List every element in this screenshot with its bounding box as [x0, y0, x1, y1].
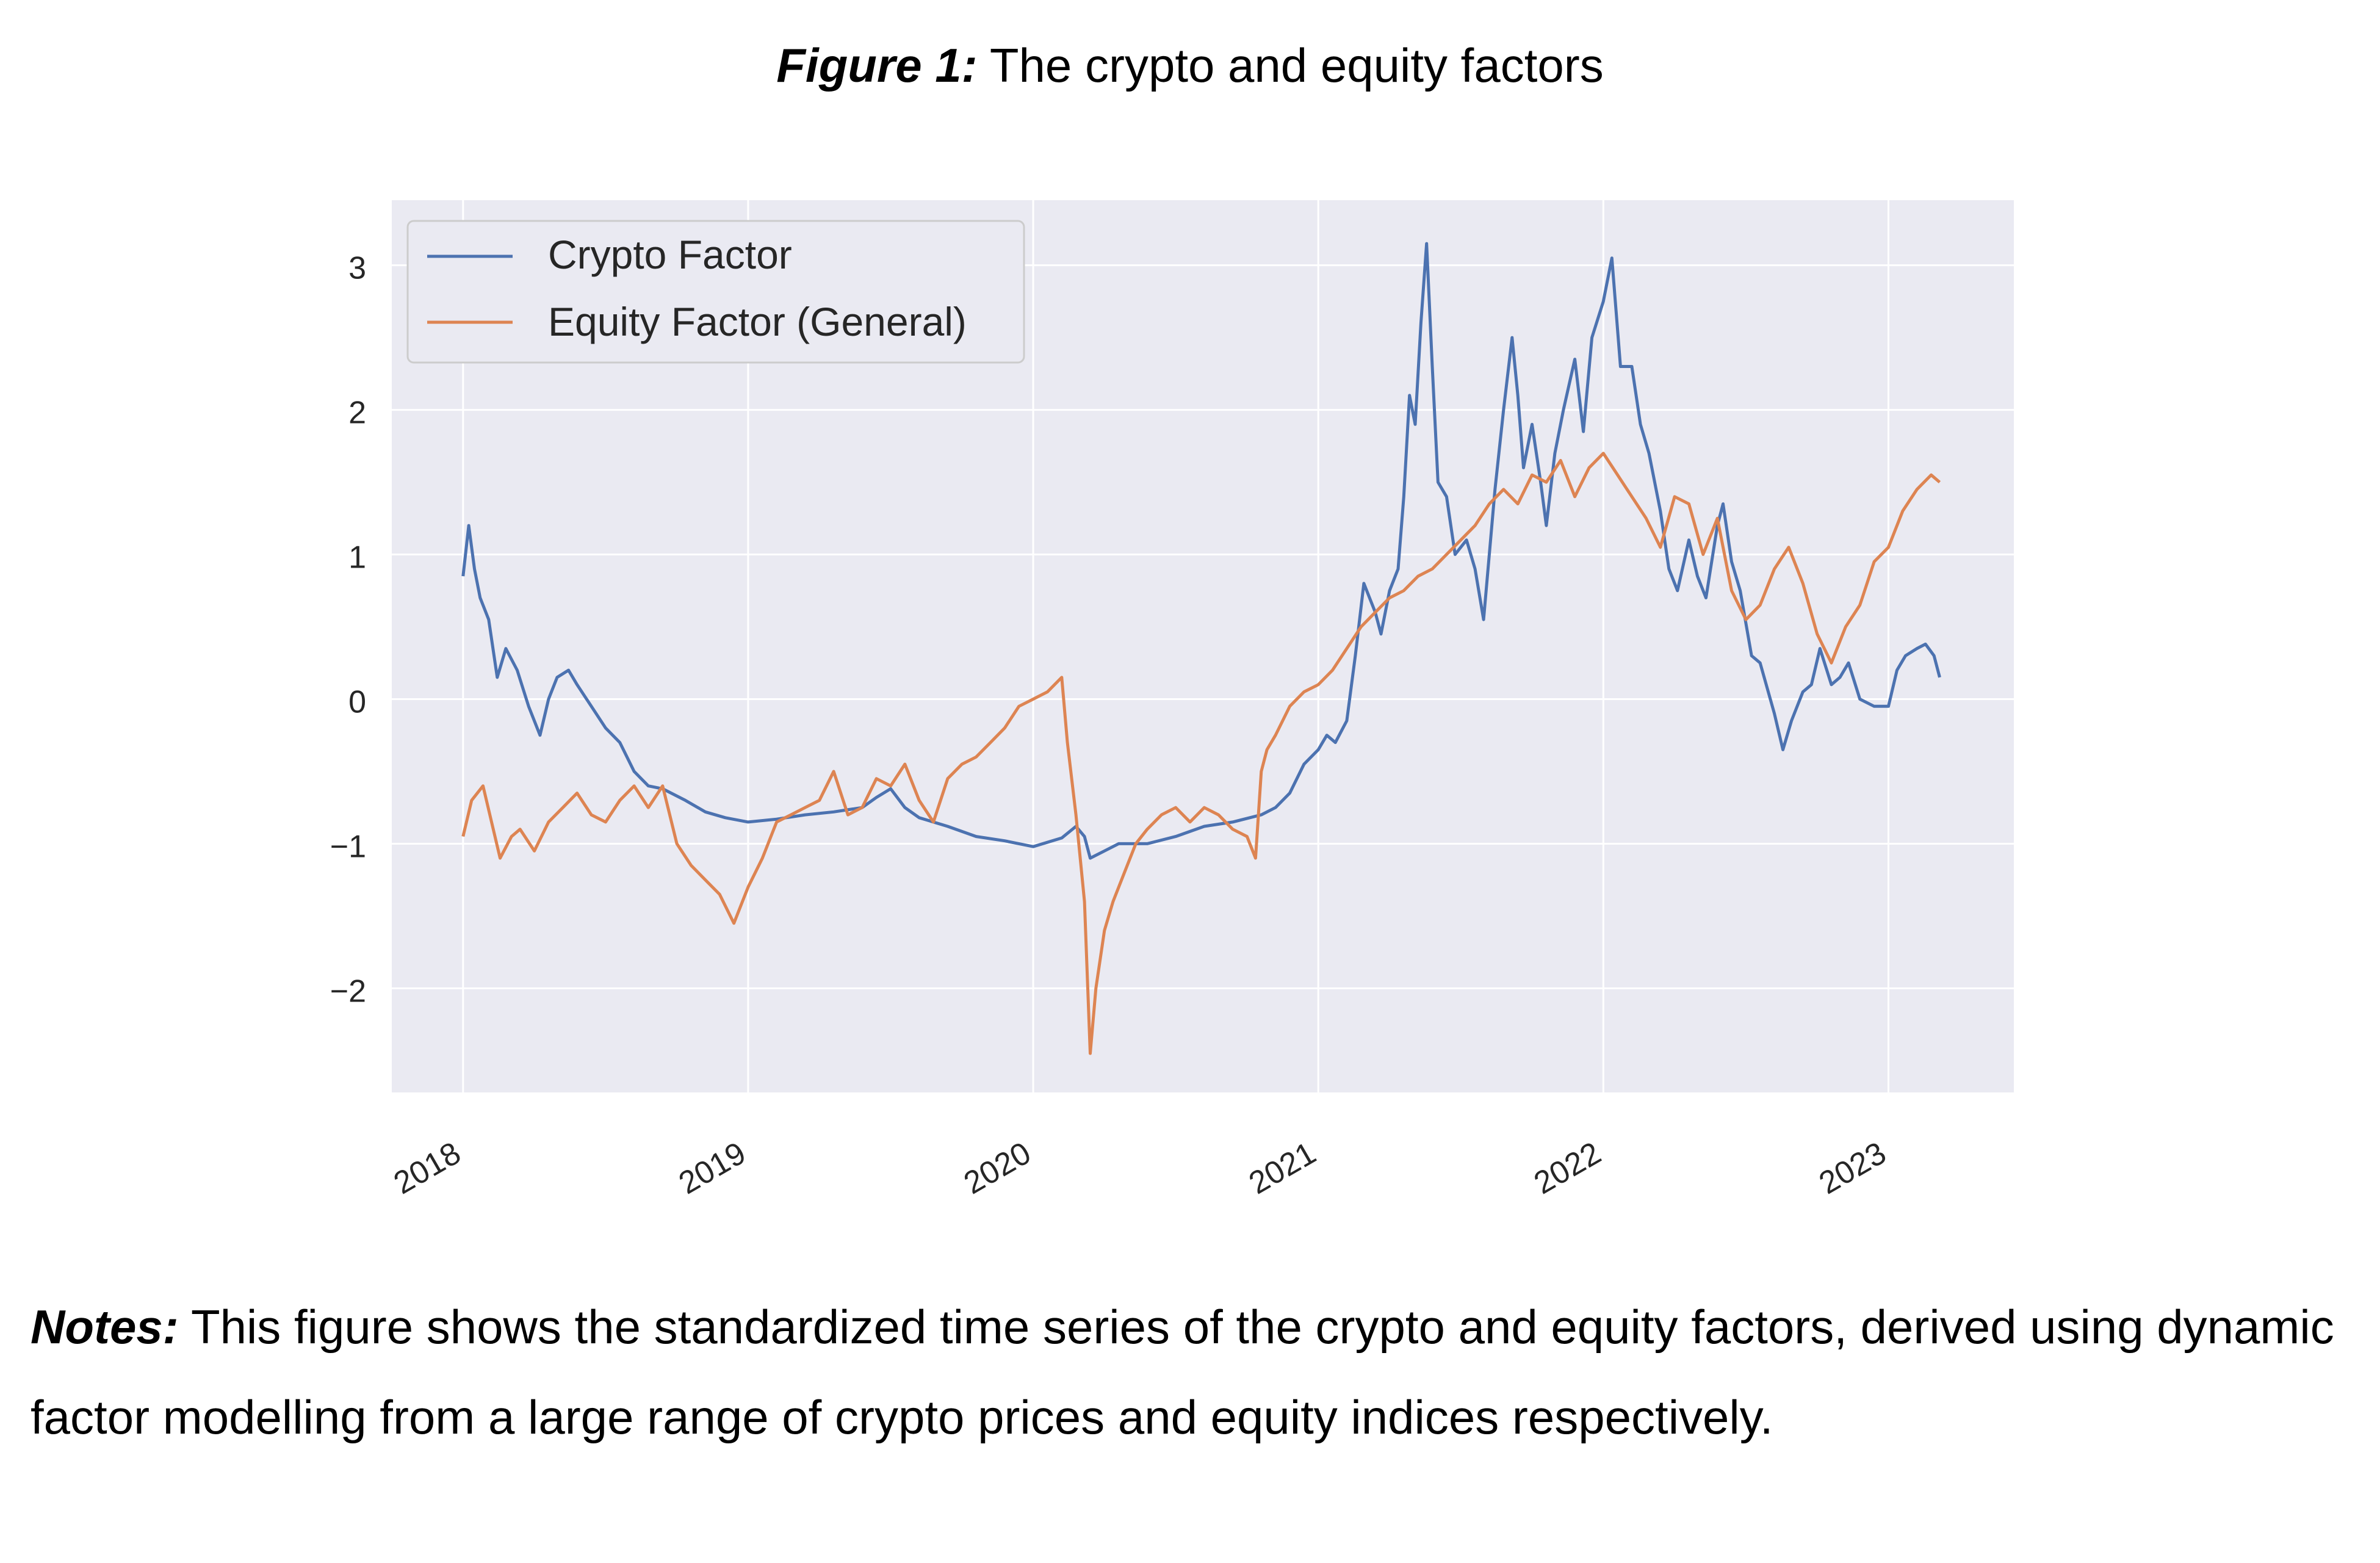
figure-notes: Notes: This figure shows the standardize…: [31, 1282, 2337, 1462]
y-tick-label: 1: [348, 540, 366, 576]
y-tick-labels: −2 −1 0 1 2 3: [330, 251, 366, 1009]
notes-lead: Notes:: [31, 1300, 179, 1354]
y-tick-label: −2: [330, 973, 366, 1009]
x-tick-labels: 2018 2019 2020 2021 2022 2023: [388, 1135, 1892, 1201]
y-tick-label: 2: [348, 395, 366, 431]
x-tick-label: 2018: [388, 1135, 467, 1201]
x-tick-label: 2019: [673, 1135, 752, 1201]
equity-factor-line: [461, 452, 1941, 1055]
notes-text: This figure shows the standardized time …: [31, 1300, 2334, 1444]
x-tick-label: 2023: [1813, 1135, 1892, 1201]
series-lines: [461, 242, 1941, 1055]
figure-title: Figure 1: The crypto and equity factors: [0, 38, 2380, 93]
x-tick-label: 2020: [958, 1135, 1037, 1201]
figure-title-lead: Figure 1:: [776, 38, 978, 92]
x-tick-label: 2022: [1528, 1135, 1607, 1201]
gridlines: [392, 200, 2014, 1092]
chart: 2018 2019 2020 2021 2022 2023 −2 −1 0 1 2 3 Crypto…: [330, 200, 2014, 1201]
legend-label-crypto: Crypto Factor: [548, 232, 792, 277]
crypto-factor-line: [461, 242, 1941, 860]
y-tick-label: −1: [330, 829, 366, 864]
y-tick-label: 3: [348, 251, 366, 286]
legend-label-equity: Equity Factor (General): [548, 299, 967, 344]
legend: Crypto Factor Equity Factor (General): [406, 220, 1025, 364]
legend-box: [406, 220, 1025, 364]
y-tick-label: 0: [348, 684, 366, 720]
x-tick-label: 2021: [1243, 1135, 1322, 1201]
figure-title-text: The crypto and equity factors: [989, 38, 1604, 92]
